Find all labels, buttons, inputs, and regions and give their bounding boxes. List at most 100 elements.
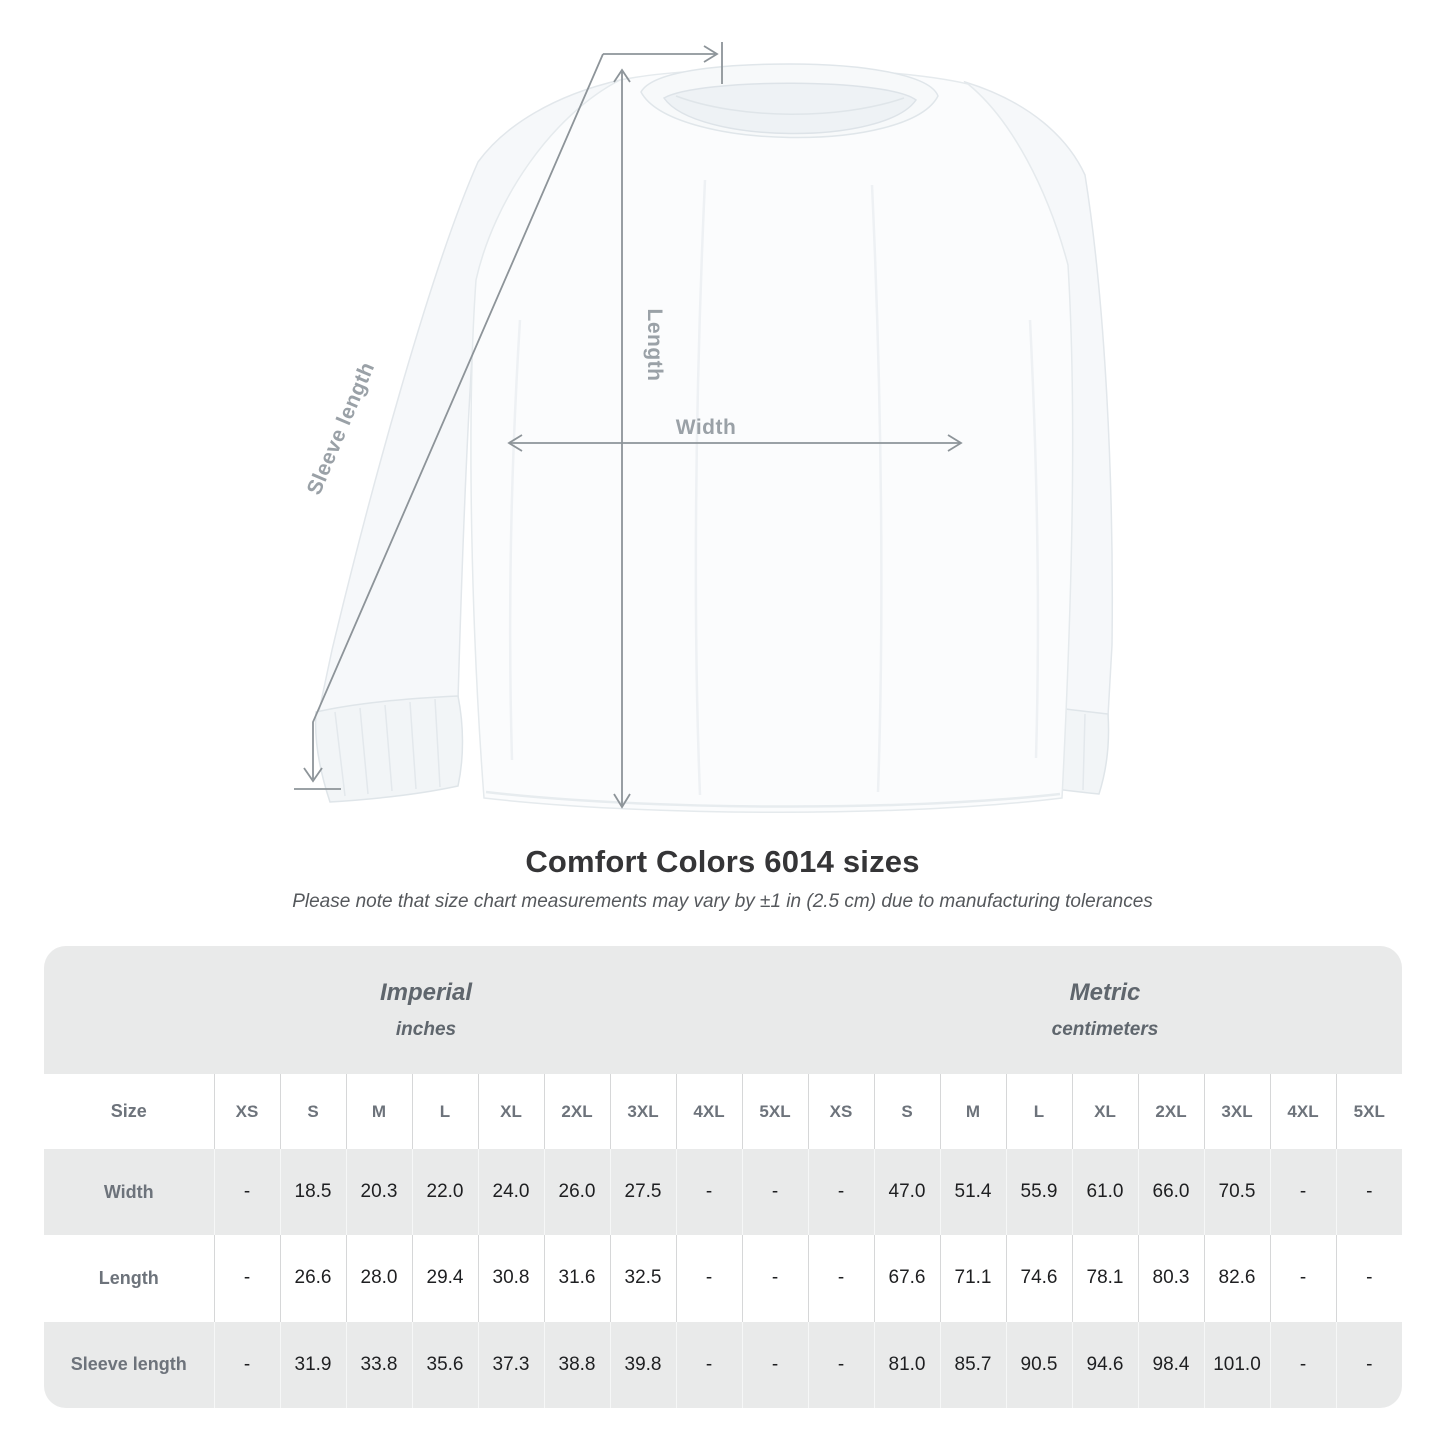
left-cuff-ribs (334, 698, 441, 797)
value-cell: - (675, 1149, 742, 1236)
value-cell: - (213, 1235, 280, 1322)
value-cell: - (807, 1321, 874, 1408)
value-cell: 20.3 (345, 1149, 412, 1236)
size-col-header: XS (807, 1074, 874, 1149)
shoulder-arrowhead (703, 45, 719, 63)
sleeve-length-measure-line (312, 53, 604, 779)
value-cell: 33.8 (345, 1321, 412, 1408)
value-cell: - (1269, 1235, 1336, 1322)
shirt-back-collar-line (675, 95, 905, 115)
metric-title: Metric (1069, 979, 1141, 1006)
value-cell: 31.9 (279, 1321, 346, 1408)
value-cell: 29.4 (411, 1235, 478, 1322)
size-col-header: 2XL (543, 1074, 610, 1149)
value-cell: 78.1 (1071, 1235, 1138, 1322)
width-arrowhead-left (507, 434, 523, 452)
value-cell: 61.0 (1071, 1149, 1138, 1236)
value-cell: 37.3 (477, 1321, 544, 1408)
value-cell: - (741, 1149, 808, 1236)
value-cell: 74.6 (1005, 1235, 1072, 1322)
tolerance-note: Please note that size chart measurements… (292, 891, 1153, 912)
width-label: Width (676, 416, 737, 439)
size-col-header: XS (213, 1074, 280, 1149)
shirt-body (470, 67, 1074, 814)
value-cell: 28.0 (345, 1235, 412, 1322)
unit-header-row: Imperial inches Metric centimeters (44, 946, 1402, 1074)
value-cell: - (1335, 1321, 1402, 1408)
value-cell: 70.5 (1203, 1149, 1270, 1236)
size-corner-header: Size (44, 1074, 214, 1149)
size-col-header: L (411, 1074, 478, 1149)
value-cell: 38.8 (543, 1321, 610, 1408)
value-cell: - (741, 1235, 808, 1322)
shirt-fold-lines (508, 179, 1040, 796)
value-cell: 32.5 (609, 1235, 676, 1322)
value-cell: - (213, 1149, 280, 1236)
sleeve-length-arrowhead (303, 767, 323, 783)
value-cell: - (807, 1235, 874, 1322)
value-cell: 35.6 (411, 1321, 478, 1408)
table-row-sleeve-length: Sleeve length - 31.9 33.8 35.6 37.3 38.8… (44, 1321, 1402, 1408)
value-cell: - (213, 1321, 280, 1408)
size-col-header: L (1005, 1074, 1072, 1149)
value-cell: 26.6 (279, 1235, 346, 1322)
shirt-measurement-diagram: Sleeve length Length Width (294, 42, 1114, 814)
value-cell: - (1269, 1321, 1336, 1408)
value-cell: 18.5 (279, 1149, 346, 1236)
shirt-collar-inner (662, 82, 918, 135)
value-cell: 55.9 (1005, 1149, 1072, 1236)
value-cell: - (1335, 1149, 1402, 1236)
value-cell: 27.5 (609, 1149, 676, 1236)
length-arrowhead-top (613, 68, 631, 83)
size-col-header: 4XL (1269, 1074, 1336, 1149)
size-col-header: M (939, 1074, 1006, 1149)
value-cell: 31.6 (543, 1235, 610, 1322)
value-cell: 94.6 (1071, 1321, 1138, 1408)
value-cell: - (675, 1321, 742, 1408)
value-cell: 66.0 (1137, 1149, 1204, 1236)
value-cell: 71.1 (939, 1235, 1006, 1322)
metric-header: Metric centimeters (808, 946, 1402, 1074)
value-cell: - (741, 1321, 808, 1408)
value-cell: - (1335, 1235, 1402, 1322)
row-label: Sleeve length (44, 1321, 214, 1408)
value-cell: 26.0 (543, 1149, 610, 1236)
imperial-header: Imperial inches (44, 946, 808, 1074)
value-cell: - (807, 1149, 874, 1236)
row-label: Length (44, 1235, 214, 1322)
size-col-header: S (279, 1074, 346, 1149)
value-cell: 24.0 (477, 1149, 544, 1236)
size-col-header: 2XL (1137, 1074, 1204, 1149)
size-col-header: 5XL (741, 1074, 808, 1149)
value-cell: 85.7 (939, 1321, 1006, 1408)
value-cell: 30.8 (477, 1235, 544, 1322)
value-cell: 47.0 (873, 1149, 940, 1236)
size-chart-table: Imperial inches Metric centimeters Size … (44, 946, 1402, 1408)
size-col-header: XL (1071, 1074, 1138, 1149)
imperial-title: Imperial (379, 979, 473, 1006)
value-cell: 39.8 (609, 1321, 676, 1408)
length-label: Length (643, 309, 666, 382)
value-cell: 90.5 (1005, 1321, 1072, 1408)
width-arrowhead-right (947, 434, 963, 452)
sleeve-length-label: Sleeve length (303, 359, 380, 499)
size-col-header: XL (477, 1074, 544, 1149)
size-col-header: 5XL (1335, 1074, 1402, 1149)
value-cell: - (675, 1235, 742, 1322)
size-col-header: 3XL (609, 1074, 676, 1149)
value-cell: 82.6 (1203, 1235, 1270, 1322)
table-row-length: Length - 26.6 28.0 29.4 30.8 31.6 32.5 -… (44, 1235, 1402, 1322)
size-header-row: Size XS S M L XL 2XL 3XL 4XL 5XL XS S M … (44, 1074, 1402, 1149)
size-col-header: M (345, 1074, 412, 1149)
row-label: Width (44, 1149, 214, 1236)
metric-unit: centimeters (1051, 1019, 1159, 1040)
value-cell: 81.0 (873, 1321, 940, 1408)
imperial-unit: inches (395, 1019, 457, 1040)
length-arrowhead-bottom (613, 793, 631, 809)
value-cell: 51.4 (939, 1149, 1006, 1236)
size-col-header: 3XL (1203, 1074, 1270, 1149)
value-cell: 101.0 (1203, 1321, 1270, 1408)
value-cell: 22.0 (411, 1149, 478, 1236)
size-col-header: S (873, 1074, 940, 1149)
